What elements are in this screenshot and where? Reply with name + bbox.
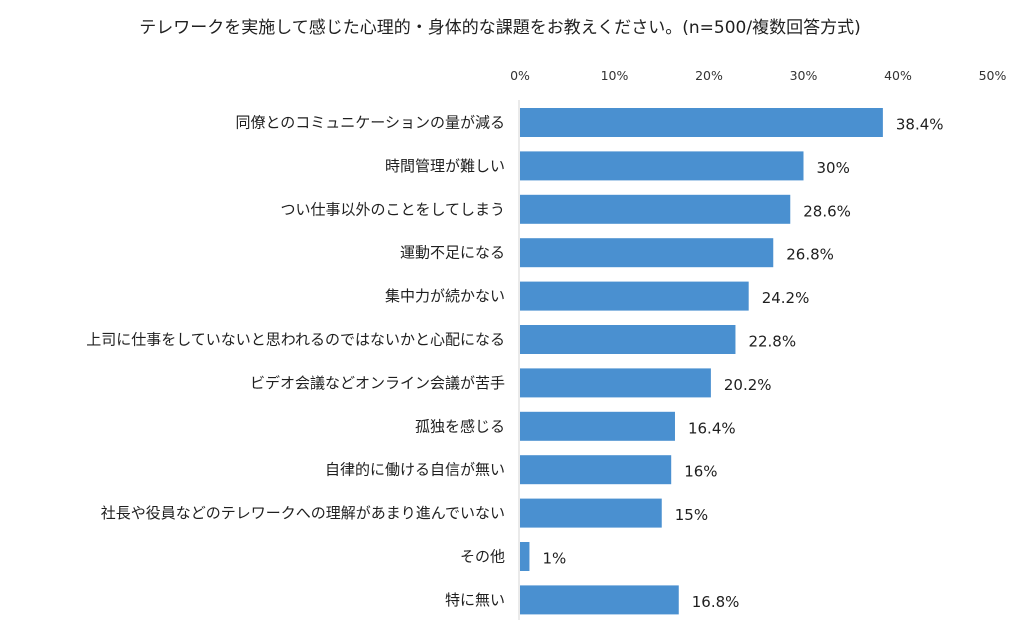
- category-label: ビデオ会議などオンライン会議が苦手: [250, 374, 505, 392]
- category-label: 特に無い: [445, 591, 505, 609]
- value-label: 16.8%: [692, 593, 740, 611]
- value-label: 20.2%: [724, 376, 772, 394]
- x-tick-label: 20%: [695, 68, 723, 83]
- bar: [520, 108, 883, 137]
- bar: [520, 151, 804, 181]
- value-label: 28.6%: [803, 202, 851, 220]
- value-label: 24.2%: [762, 289, 810, 307]
- x-tick-label: 30%: [790, 68, 818, 83]
- value-label: 16%: [684, 463, 717, 481]
- bar: [520, 238, 774, 268]
- category-label: 同僚とのコミュニケーションの量が減る: [235, 114, 505, 132]
- value-label: 16.4%: [688, 419, 736, 437]
- x-tick-label: 50%: [979, 68, 1007, 83]
- category-label: 孤独を感じる: [415, 417, 505, 435]
- category-label: 運動不足になる: [400, 244, 505, 262]
- category-label: つい仕事以外のことをしてしまう: [280, 200, 505, 218]
- bar: [520, 325, 736, 354]
- category-label: その他: [460, 548, 505, 566]
- x-tick-label: 0%: [510, 68, 530, 83]
- category-label: 集中力が続かない: [385, 287, 505, 305]
- x-tick-label: 10%: [601, 68, 629, 83]
- bar: [520, 194, 791, 224]
- value-label: 38.4%: [896, 116, 944, 134]
- value-label: 26.8%: [786, 246, 834, 264]
- chart-title: テレワークを実施して感じた心理的・身体的な課題をお教えください。(n=500/複…: [139, 18, 860, 38]
- category-label: 時間管理が難しい: [385, 157, 505, 175]
- value-label: 22.8%: [748, 333, 796, 351]
- bar: [520, 281, 749, 311]
- category-label: 上司に仕事をしていないと思われるのではないかと心配になる: [86, 331, 505, 349]
- x-axis-ticks: 0% 10% 20% 30% 40% 50%: [510, 68, 1006, 83]
- value-label: 30%: [817, 159, 850, 177]
- bar: [520, 585, 679, 615]
- value-label: 15%: [675, 506, 708, 524]
- bar: [520, 411, 675, 441]
- bar: [520, 455, 672, 485]
- bar: [520, 368, 711, 398]
- category-label: 社長や役員などのテレワークへの理解があまり進んでいない: [101, 504, 505, 522]
- bar: [520, 498, 662, 528]
- bar: [520, 542, 530, 571]
- value-label: 1%: [542, 550, 566, 568]
- x-tick-label: 40%: [884, 68, 912, 83]
- bars: 同僚とのコミュニケーションの量が減る 38.4% 時間管理が難しい 30% つい仕事以外…: [86, 108, 944, 615]
- category-label: 自律的に働ける自信が無い: [325, 461, 505, 479]
